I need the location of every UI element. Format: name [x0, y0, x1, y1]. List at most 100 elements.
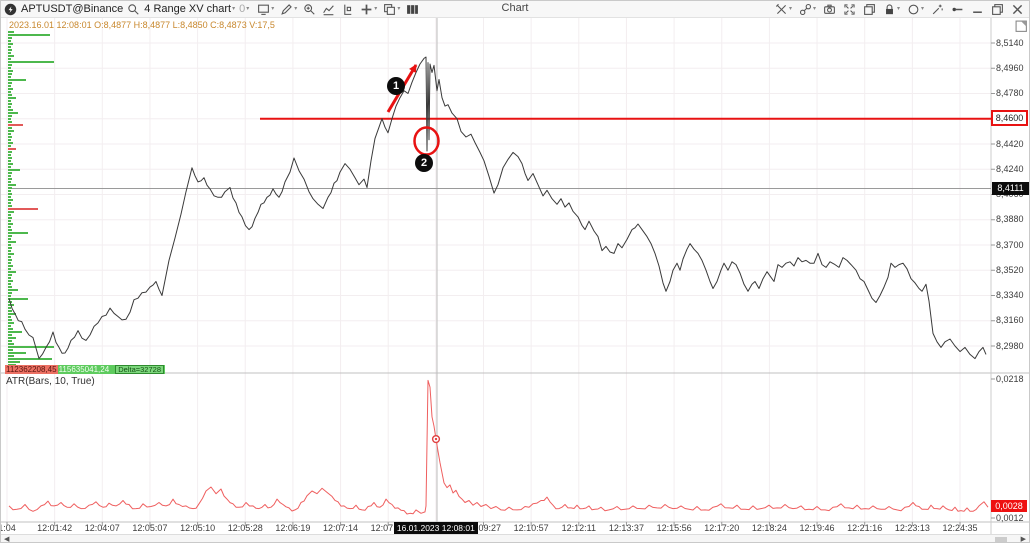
selected-time-label: 16.01.2023 12:08:01 [393, 522, 478, 534]
scrollbar-thumb[interactable] [995, 537, 1007, 542]
lock-icon [886, 3, 893, 14]
chart-type-label: 4 Range XV chart [144, 3, 232, 15]
indicator-title[interactable]: ATR(Bars, 10, True) [6, 376, 95, 387]
time-tick-label: 1:04 [1, 523, 16, 533]
right-toolbar: ▾ ▾ ▾ ▾ [775, 1, 1024, 17]
price-tick-label: 8,3520 [996, 264, 1024, 275]
add-icon [361, 4, 372, 14]
link-icon [799, 3, 811, 15]
drawing-tools-icon [281, 3, 293, 15]
titlebar: APTUSDT@Binance 4 Range XV chart ▾ 0 ▾ ▾… [1, 1, 1029, 18]
horizontal-scrollbar[interactable]: ◀ ▶ [1, 534, 1029, 543]
time-tick-label: 12:18:24 [751, 523, 787, 533]
count-label: 0 [239, 3, 246, 15]
price-tick-label: 8,3340 [996, 290, 1024, 300]
layout-icon [384, 3, 396, 15]
instrument-logo [4, 3, 17, 16]
pin-button[interactable] [951, 3, 964, 16]
chevron-down-icon: ▾ [271, 6, 275, 12]
tools-icon [775, 3, 786, 14]
left-toolbar: ▾ ▾ ▾ ▾ [257, 3, 419, 16]
chevron-down-icon: ▾ [397, 6, 401, 12]
restore-button[interactable] [991, 3, 1004, 16]
time-tick-label: 12:05:28 [227, 523, 263, 533]
time-tick-label: 12:04:07 [84, 523, 120, 533]
window-title: Chart [501, 2, 529, 14]
price-tick-label: 8,4780 [996, 88, 1024, 98]
chevron-down-icon: ▾ [812, 6, 816, 12]
zoom-in-button[interactable] [303, 3, 316, 16]
chevron-down-icon: ▾ [374, 6, 378, 12]
price-tick-label: 8,4960 [996, 62, 1024, 73]
restore-icon [992, 3, 1003, 15]
drawing-tools-button[interactable]: ▾ [280, 3, 297, 16]
chevron-down-icon: ▾ [920, 6, 924, 12]
time-tick-label: 12:19:46 [799, 523, 835, 533]
time-tick-label: 12:05:07 [132, 523, 168, 533]
indicator-button[interactable] [322, 3, 335, 16]
minimize-icon [973, 10, 982, 13]
pane-flag-icon[interactable] [1015, 20, 1028, 33]
atr-last-value-label: 0,0028 [991, 500, 1027, 512]
link-button[interactable]: ▾ [799, 3, 816, 16]
time-tick-label: 12:06:19 [275, 523, 311, 533]
indicator-icon [323, 4, 335, 15]
tools-button[interactable]: ▾ [775, 3, 792, 16]
chevron-down-icon: ▾ [246, 6, 250, 12]
time-tick-label: 12:13:37 [608, 523, 644, 533]
time-tick-label: 12:09:27 [465, 523, 502, 533]
copy-icon [864, 3, 875, 15]
time-tick-label: 12:05:10 [180, 523, 216, 533]
bid-volume-label: 112362208,45 [5, 365, 58, 374]
count-dropdown[interactable]: 0 ▾ [239, 3, 249, 15]
lock-button[interactable]: ▾ [883, 3, 900, 16]
copy-button[interactable] [863, 3, 876, 16]
last-price-label: 8,4111 [992, 182, 1029, 195]
time-tick-label: 12:12:11 [561, 523, 596, 533]
chevron-down-icon: ▾ [232, 6, 236, 12]
circle-button[interactable]: ▾ [907, 3, 924, 16]
delta-badge: Delta=32728 [115, 365, 164, 374]
layout-button[interactable]: ▾ [383, 3, 400, 16]
minimize-button[interactable] [971, 3, 984, 16]
atr-tick-bottom: 0,0012 [996, 513, 1024, 523]
logo-icon [4, 3, 17, 15]
panels-button[interactable] [406, 3, 419, 16]
scroll-left-icon[interactable]: ◀ [4, 536, 10, 543]
footprint-button[interactable] [341, 3, 354, 16]
annotation-step-2: 2 [415, 154, 433, 172]
symbol-label[interactable]: APTUSDT@Binance [21, 3, 124, 15]
fullscreen-button[interactable] [843, 3, 856, 16]
price-tick-label: 8,4420 [996, 138, 1024, 149]
chart-template-icon [258, 4, 270, 15]
panels-icon [407, 4, 419, 14]
price-tick-label: 8,3160 [996, 315, 1024, 326]
chart-type-dropdown[interactable]: 4 Range XV chart ▾ [144, 3, 235, 15]
close-button[interactable] [1011, 3, 1024, 16]
ohlc-readout: 2023.16.01 12:08:01 O:8,4877 H:8,4877 L:… [9, 20, 275, 30]
cluster-delta-bar: 112362208,45 115635041,24 Delta=32728 [5, 365, 165, 374]
chevron-down-icon: ▾ [896, 6, 900, 12]
wand-button[interactable] [931, 3, 944, 16]
time-tick-label: 12:01:42 [37, 523, 73, 533]
camera-icon [824, 4, 835, 14]
ask-volume-label: 115635041,24 Delta=32728 [57, 365, 165, 374]
scroll-right-icon[interactable]: ▶ [1020, 536, 1026, 543]
add-button[interactable]: ▾ [360, 3, 377, 16]
fullscreen-icon [844, 3, 855, 15]
price-level-label[interactable]: 8,4600 [991, 110, 1028, 126]
chevron-down-icon: ▾ [788, 6, 792, 12]
time-tick-label: 12:07:47 [370, 523, 406, 533]
chart-template-button[interactable]: ▾ [257, 3, 274, 16]
price-tick-label: 8,3700 [996, 239, 1024, 250]
camera-button[interactable] [823, 3, 836, 16]
close-icon [1012, 4, 1023, 14]
time-tick-label: 12:07:14 [323, 523, 359, 533]
time-tick-label: 12:17:20 [704, 523, 740, 533]
search-icon[interactable] [127, 3, 140, 16]
price-tick-label: 8,2980 [996, 340, 1024, 351]
zoom-in-icon [304, 3, 315, 15]
wand-icon [932, 4, 943, 14]
